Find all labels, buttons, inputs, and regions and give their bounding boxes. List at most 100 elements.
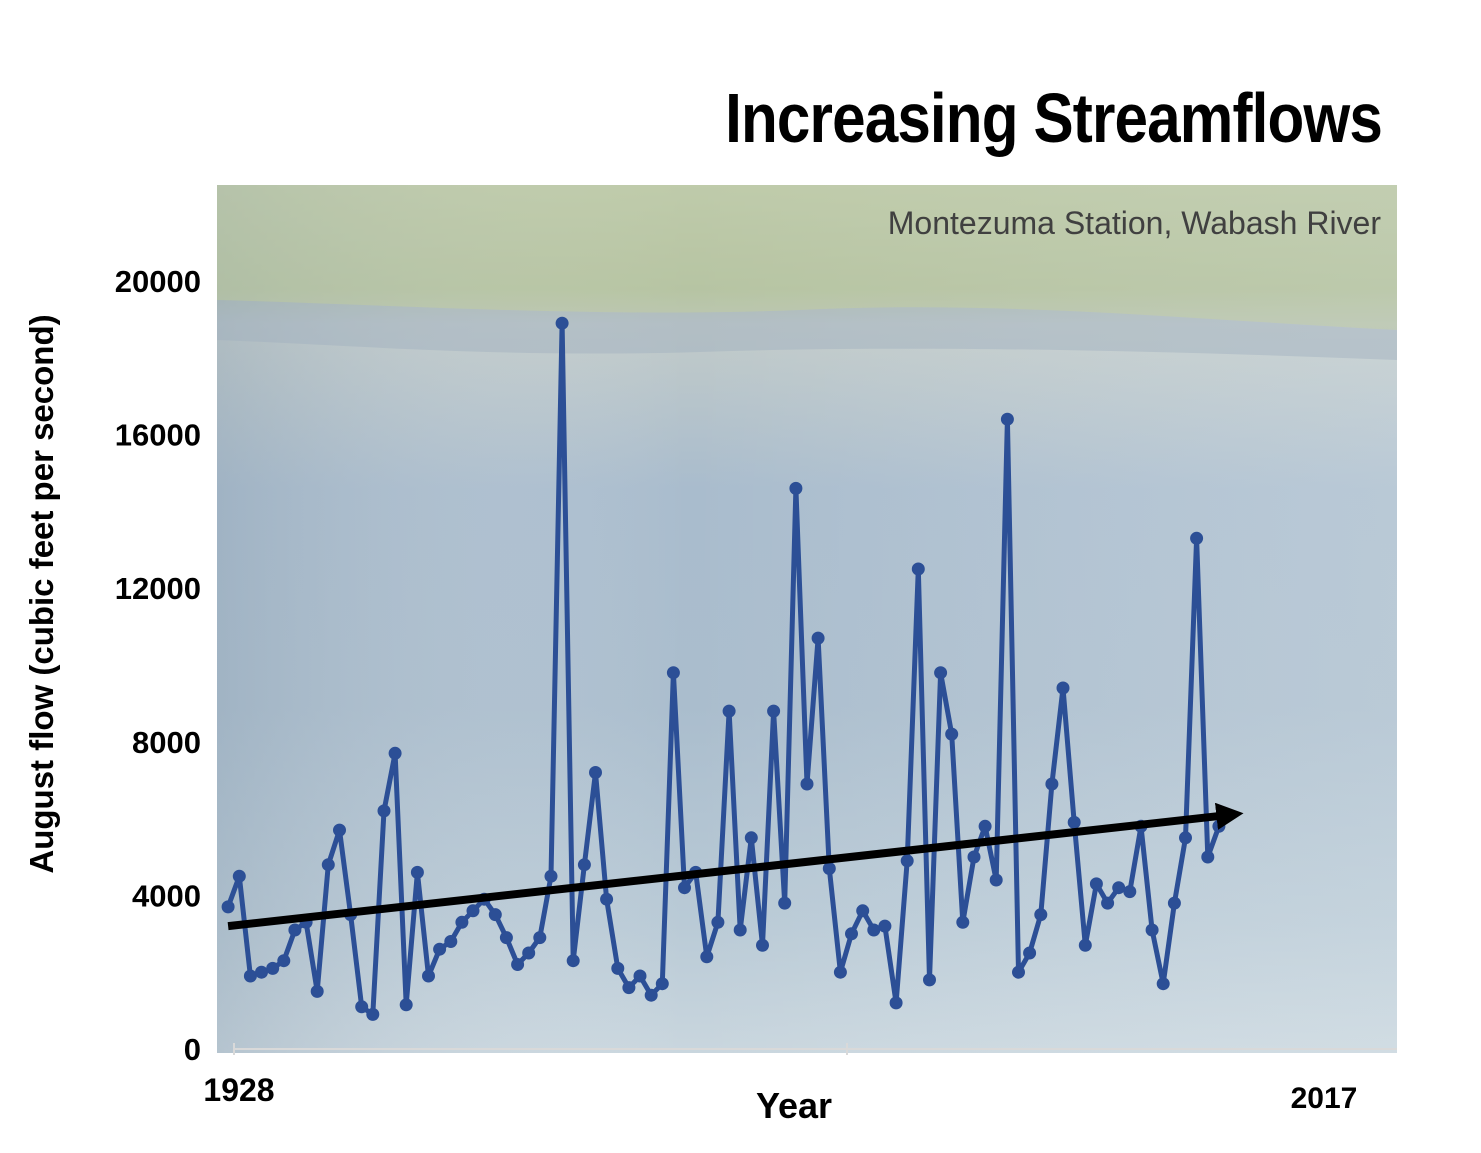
data-point [967, 850, 981, 864]
data-point [633, 969, 647, 983]
series-group [221, 316, 1226, 1021]
data-point [856, 904, 870, 918]
data-point [956, 915, 970, 929]
data-point [1201, 850, 1215, 864]
data-point [589, 766, 602, 779]
data-point [644, 988, 658, 1002]
data-point [388, 746, 402, 760]
data-point [934, 666, 948, 680]
data-point [1179, 831, 1192, 845]
data-point [310, 984, 324, 998]
data-point [1023, 946, 1037, 960]
data-point [900, 854, 914, 868]
y-axis-label: August flow (cubic feet per second) [23, 314, 60, 874]
data-point [1012, 965, 1025, 979]
data-point [499, 931, 513, 945]
data-point [466, 904, 480, 918]
trend-arrow [227, 802, 1244, 931]
data-point [622, 981, 636, 995]
data-point [945, 727, 959, 741]
data-point [733, 923, 747, 937]
data-point [678, 881, 691, 895]
data-point [1067, 815, 1081, 829]
data-point [1000, 412, 1014, 426]
data-point [422, 969, 435, 983]
data-point [666, 666, 680, 680]
data-point [611, 961, 625, 975]
data-point [221, 900, 235, 914]
data-point [243, 969, 257, 983]
data-point [1112, 881, 1126, 895]
data-point [522, 946, 536, 960]
data-point [811, 631, 825, 645]
data-point [1123, 885, 1137, 899]
x-tick-label-start: 1928 [203, 1072, 274, 1108]
data-point [833, 965, 847, 979]
data-point [600, 892, 614, 906]
data-point [878, 919, 892, 933]
y-tick-labels: 0 4000 8000 12000 16000 20000 [115, 264, 201, 1067]
data-point [655, 977, 669, 991]
data-point [1145, 923, 1159, 937]
data-point [266, 961, 280, 975]
data-point [1045, 777, 1059, 791]
data-point [822, 862, 836, 875]
x-tick-label-end: 2017 [1291, 1082, 1358, 1115]
data-point [333, 823, 346, 837]
data-point [789, 481, 803, 495]
data-point [488, 908, 502, 922]
data-point [1034, 908, 1048, 922]
data-point [511, 958, 525, 971]
data-point [711, 915, 725, 929]
data-point [722, 704, 736, 718]
data-point [1056, 681, 1070, 695]
y-tick-label: 8000 [132, 725, 201, 760]
y-tick-label: 12000 [115, 571, 201, 606]
y-tick-label: 20000 [115, 264, 201, 299]
data-point [744, 831, 758, 845]
data-point [989, 873, 1003, 887]
data-point [410, 865, 424, 879]
data-point [566, 954, 580, 968]
data-point [433, 942, 447, 956]
data-point [544, 869, 558, 883]
data-point [889, 996, 903, 1010]
data-point [1190, 531, 1204, 545]
data-point [1101, 896, 1115, 910]
data-point [321, 858, 335, 872]
y-tick-label: 16000 [115, 418, 201, 453]
data-point [1078, 938, 1092, 952]
data-point [366, 1007, 380, 1021]
data-point [867, 923, 881, 937]
data-point [232, 869, 246, 883]
y-tick-label: 4000 [132, 878, 201, 913]
photo-background [217, 185, 1397, 1053]
data-point [288, 923, 302, 937]
data-point [1212, 819, 1226, 833]
data-point [444, 935, 458, 948]
chart-title: Increasing Streamflows [725, 79, 1383, 157]
y-tick-label: 0 [184, 1032, 201, 1067]
data-point [255, 965, 268, 979]
data-point [355, 1000, 369, 1014]
data-point [700, 950, 714, 964]
chart-subtitle: Montezuma Station, Wabash River [888, 205, 1382, 241]
trend-group [227, 802, 1244, 931]
data-point [778, 896, 792, 910]
data-point [767, 704, 781, 718]
data-point [533, 931, 547, 945]
data-point [845, 927, 858, 941]
data-point [1089, 877, 1103, 891]
x-axis-label: Year [756, 1085, 832, 1126]
data-point [978, 819, 992, 833]
data-point [1167, 896, 1181, 910]
data-point [800, 777, 814, 791]
data-point [911, 562, 925, 576]
data-point [1156, 977, 1170, 991]
data-point [577, 858, 591, 872]
data-point [555, 316, 569, 330]
data-point [399, 998, 413, 1012]
series-line [225, 320, 1222, 1017]
data-point [756, 938, 769, 952]
